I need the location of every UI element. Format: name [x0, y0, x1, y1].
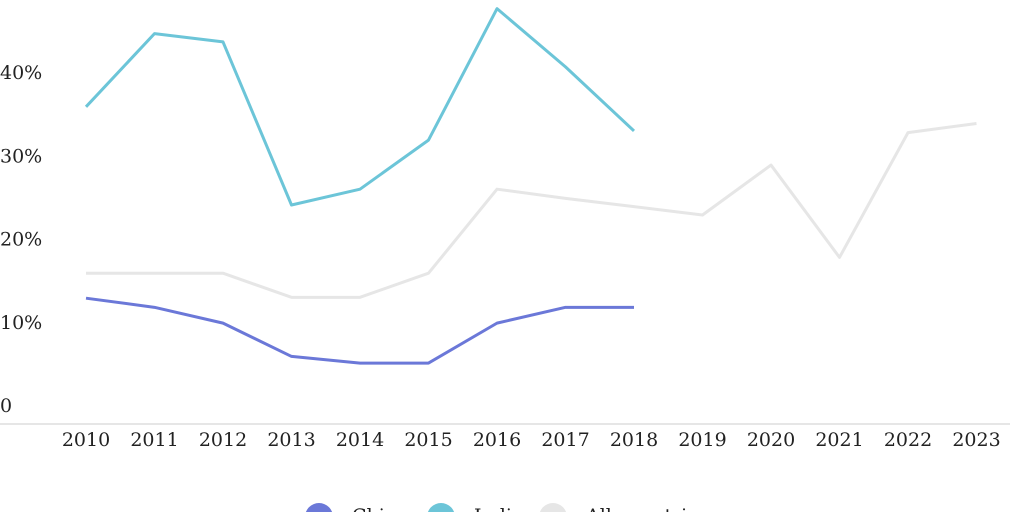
- x-tick-label: 2016: [473, 429, 521, 451]
- series-line: [85, 296, 634, 365]
- x-tick-label: 2011: [130, 429, 178, 451]
- x-tick-label: 2017: [541, 429, 589, 451]
- x-tick-label: 2013: [267, 429, 315, 451]
- x-tick-label: 2021: [815, 429, 863, 451]
- x-tick-label: 2014: [336, 429, 384, 451]
- x-tick-label: 2010: [62, 429, 110, 451]
- series-line: [86, 121, 977, 299]
- x-tick-label: 2020: [747, 429, 795, 451]
- x-tick-label: 2019: [678, 429, 726, 451]
- y-tick-label: 30%: [0, 145, 42, 167]
- y-tick-label: 10%: [0, 312, 42, 334]
- x-tick-label: 2023: [952, 429, 1000, 451]
- x-tick-label: 2018: [610, 429, 658, 451]
- y-tick-label: 20%: [0, 229, 42, 251]
- x-tick-label: 2015: [404, 429, 452, 451]
- legend-label: China: [352, 505, 408, 512]
- legend-label: India: [474, 505, 523, 512]
- y-tick-label: 40%: [0, 62, 42, 84]
- y-tick-label: 0: [0, 395, 12, 417]
- legend-swatch: [539, 503, 567, 512]
- x-tick-label: 2022: [884, 429, 932, 451]
- series-line: [84, 7, 636, 207]
- legend-swatch: [427, 503, 455, 512]
- y-tick-label: 50%: [0, 0, 42, 1]
- x-tick-label: 2012: [199, 429, 247, 451]
- legend-swatch: [305, 503, 333, 512]
- legend-label: All countries: [585, 505, 708, 512]
